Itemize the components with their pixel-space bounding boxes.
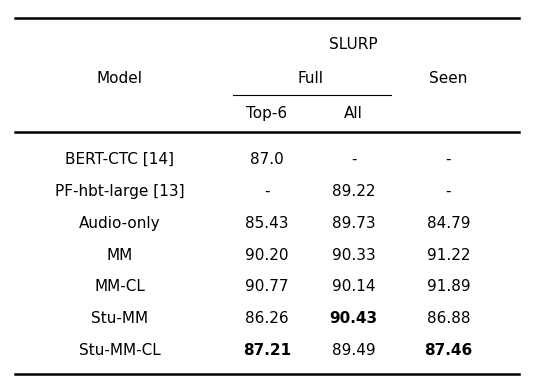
Text: -: - bbox=[445, 152, 451, 167]
Text: 90.20: 90.20 bbox=[245, 248, 289, 263]
Text: 90.14: 90.14 bbox=[332, 279, 375, 294]
Text: 84.79: 84.79 bbox=[427, 216, 470, 231]
Text: BERT-CTC [14]: BERT-CTC [14] bbox=[65, 152, 174, 167]
Text: 86.26: 86.26 bbox=[245, 311, 289, 326]
Text: 89.22: 89.22 bbox=[332, 184, 375, 199]
Text: -: - bbox=[445, 184, 451, 199]
Text: 85.43: 85.43 bbox=[245, 216, 289, 231]
Text: SLURP: SLURP bbox=[329, 37, 378, 52]
Text: All: All bbox=[344, 106, 363, 121]
Text: MM: MM bbox=[107, 248, 133, 263]
Text: Stu-MM-CL: Stu-MM-CL bbox=[79, 343, 161, 358]
Text: 87.46: 87.46 bbox=[424, 343, 473, 358]
Text: 91.89: 91.89 bbox=[427, 279, 470, 294]
Text: 91.22: 91.22 bbox=[427, 248, 470, 263]
Text: 90.43: 90.43 bbox=[329, 311, 378, 326]
Text: 90.33: 90.33 bbox=[332, 248, 375, 263]
Text: -: - bbox=[351, 152, 357, 167]
Text: 86.88: 86.88 bbox=[427, 311, 470, 326]
Text: Full: Full bbox=[297, 71, 323, 87]
Text: 89.73: 89.73 bbox=[332, 216, 375, 231]
Text: 90.77: 90.77 bbox=[245, 279, 289, 294]
Text: Model: Model bbox=[97, 71, 143, 87]
Text: Seen: Seen bbox=[429, 71, 468, 87]
Text: PF-hbt-large [13]: PF-hbt-large [13] bbox=[55, 184, 185, 199]
Text: -: - bbox=[264, 184, 270, 199]
Text: Audio-only: Audio-only bbox=[79, 216, 161, 231]
Text: Stu-MM: Stu-MM bbox=[91, 311, 148, 326]
Text: 89.49: 89.49 bbox=[332, 343, 375, 358]
Text: Top-6: Top-6 bbox=[246, 106, 288, 121]
Text: MM-CL: MM-CL bbox=[95, 279, 145, 294]
Text: 87.21: 87.21 bbox=[243, 343, 291, 358]
Text: 87.0: 87.0 bbox=[250, 152, 284, 167]
